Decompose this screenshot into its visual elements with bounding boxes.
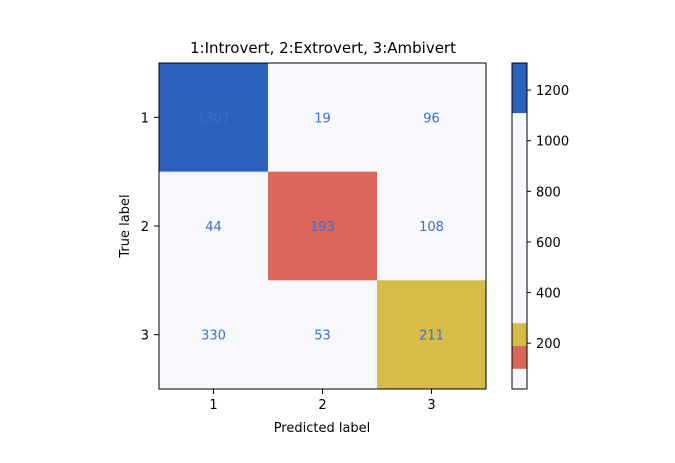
cell-value-label: 19 [314,111,331,126]
matrix-cell-1-3 [377,63,487,173]
y-tick-label: 2 [141,220,149,235]
x-tick-label: 2 [318,398,326,413]
colorbar-band [512,322,527,347]
colorbar-band [512,368,527,390]
y-axis-label: True label [118,194,133,258]
matrix-cell-3-1 [159,280,269,390]
colorbar-tick-label: 800 [536,185,561,200]
cell-value-label: 1307 [197,111,230,126]
x-axis-label: Predicted label [274,421,371,436]
colorbar-tick-label: 600 [536,236,561,251]
cell-value-label: 211 [419,329,444,344]
colorbar-band [512,63,527,114]
matrix-cell-2-2 [268,171,378,281]
colorbar-band [512,345,527,369]
colorbar-band [512,112,527,324]
colorbar-tick-label: 200 [536,337,561,352]
x-tick-label: 3 [427,398,435,413]
colorbar-tick-label: 1000 [536,135,569,150]
colorbar-tick-label: 400 [536,287,561,302]
x-tick-label: 1 [209,398,217,413]
colorbar-frame [511,62,528,390]
colorbar: 200 400 600 800 1000 1200 [511,62,569,390]
cell-value-label: 330 [201,329,226,344]
cell-value-label: 108 [419,220,444,235]
matrix-cells: 1307 19 96 44 193 108 330 53 211 [159,63,487,390]
matrix-cell-3-2 [268,280,378,390]
matrix-cell-1-2 [268,63,378,173]
y-tick-label: 3 [141,329,149,344]
cell-value-label: 193 [310,220,335,235]
cell-value-label: 44 [205,220,222,235]
matrix-cell-3-3 [377,280,487,390]
matrix-cell-2-1 [159,171,269,281]
y-tick-label: 1 [141,111,149,126]
matrix-cell-1-1 [159,63,269,173]
axes: 1 2 3 1 2 3 [141,111,436,413]
colorbar-tick-label: 1200 [536,84,569,99]
chart-title: 1:Introvert, 2:Extrovert, 3:Ambivert [190,39,456,57]
cell-value-label: 96 [423,111,440,126]
matrix-cell-2-3 [377,171,487,281]
cell-value-label: 53 [314,329,331,344]
